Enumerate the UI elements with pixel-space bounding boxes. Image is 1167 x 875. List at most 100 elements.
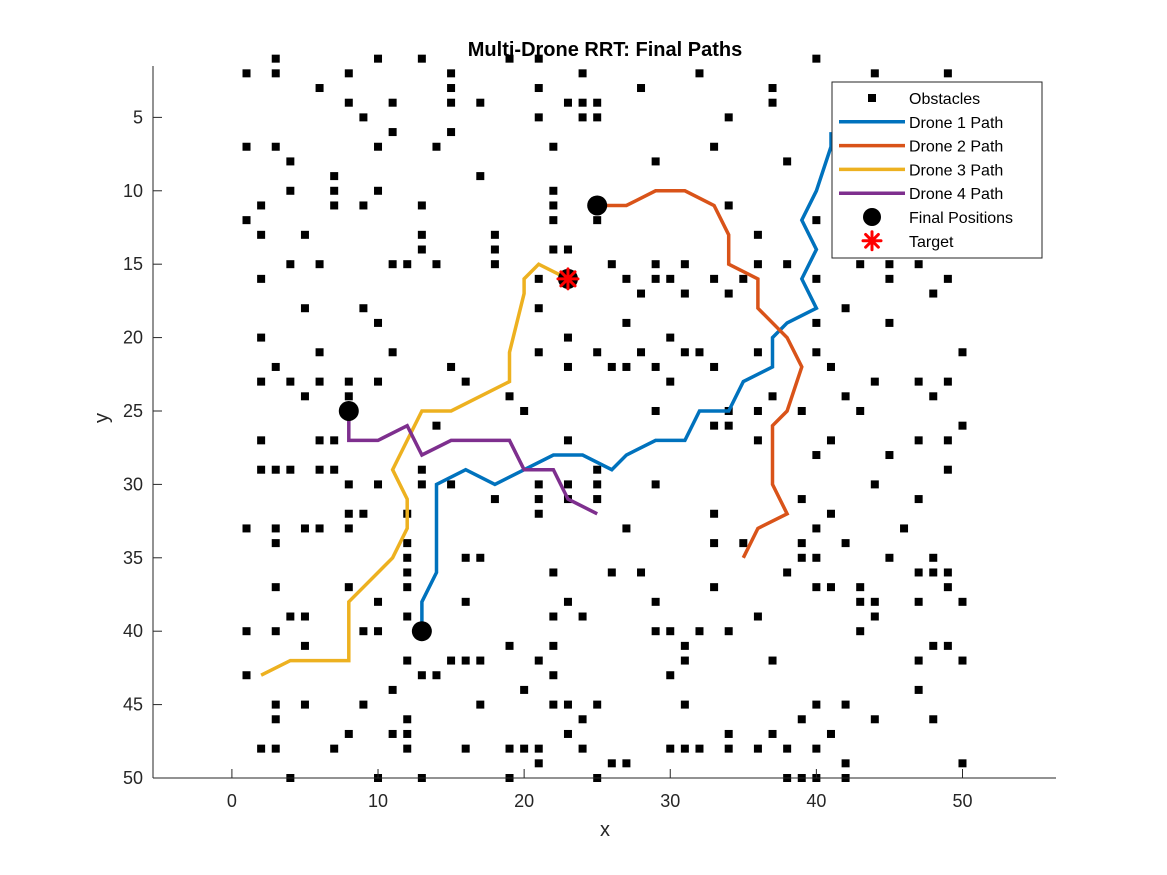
obstacle-marker xyxy=(797,406,806,415)
obstacle-marker xyxy=(943,641,952,650)
obstacle-marker xyxy=(943,274,952,283)
obstacle-marker xyxy=(885,260,894,269)
obstacle-marker xyxy=(476,656,485,665)
obstacle-marker xyxy=(724,627,733,636)
obstacle-marker xyxy=(870,612,879,621)
obstacle-marker xyxy=(812,54,821,63)
obstacle-marker xyxy=(359,700,368,709)
obstacle-marker xyxy=(651,260,660,269)
y-tick-label: 40 xyxy=(123,621,143,641)
obstacle-marker xyxy=(739,539,748,548)
obstacle-marker xyxy=(549,142,558,151)
obstacle-marker xyxy=(607,260,616,269)
obstacle-marker xyxy=(257,333,266,342)
y-tick-label: 10 xyxy=(123,181,143,201)
obstacle-marker xyxy=(286,465,295,474)
obstacle-marker xyxy=(724,201,733,210)
obstacle-marker xyxy=(578,744,587,753)
obstacle-marker xyxy=(695,627,704,636)
obstacle-marker xyxy=(344,583,353,592)
obstacle-marker xyxy=(417,245,426,254)
obstacle-marker xyxy=(783,260,792,269)
y-tick-label: 25 xyxy=(123,401,143,421)
drone-2-path-line xyxy=(597,189,804,559)
obstacle-marker xyxy=(578,715,587,724)
obstacle-marker xyxy=(300,304,309,313)
obstacle-marker xyxy=(593,480,602,489)
obstacle-marker xyxy=(651,480,660,489)
obstacle-marker xyxy=(768,729,777,738)
obstacle-marker xyxy=(271,539,280,548)
obstacle-marker xyxy=(856,260,865,269)
obstacle-marker xyxy=(695,348,704,357)
obstacle-marker xyxy=(388,348,397,357)
obstacle-marker xyxy=(432,671,441,680)
obstacle-marker xyxy=(432,142,441,151)
obstacle-marker xyxy=(637,289,646,298)
obstacle-marker xyxy=(403,729,412,738)
y-tick-label: 20 xyxy=(123,328,143,348)
obstacle-marker xyxy=(841,759,850,768)
obstacle-marker xyxy=(257,465,266,474)
obstacle-marker xyxy=(593,700,602,709)
obstacle-marker xyxy=(753,348,762,357)
obstacle-marker xyxy=(490,260,499,269)
obstacle-marker xyxy=(563,98,572,107)
y-tick-label: 45 xyxy=(123,695,143,715)
obstacle-marker xyxy=(885,274,894,283)
obstacle-marker xyxy=(929,289,938,298)
obstacle-marker xyxy=(783,568,792,577)
obstacle-marker xyxy=(637,568,646,577)
obstacle-marker xyxy=(330,465,339,474)
obstacle-marker xyxy=(870,597,879,606)
obstacle-marker xyxy=(271,627,280,636)
obstacle-marker xyxy=(812,274,821,283)
obstacle-marker xyxy=(666,627,675,636)
obstacle-marker xyxy=(534,113,543,122)
obstacle-marker xyxy=(242,671,251,680)
obstacle-marker xyxy=(680,744,689,753)
obstacle-marker xyxy=(549,671,558,680)
obstacle-marker xyxy=(417,54,426,63)
x-tick-label: 0 xyxy=(227,791,237,811)
final-position-marker xyxy=(587,195,608,216)
x-tick-label: 20 xyxy=(514,791,534,811)
obstacle-marker xyxy=(461,597,470,606)
obstacle-marker xyxy=(724,744,733,753)
obstacle-marker xyxy=(315,260,324,269)
obstacle-marker xyxy=(315,524,324,533)
obstacle-marker xyxy=(680,260,689,269)
obstacle-marker xyxy=(958,348,967,357)
obstacle-marker xyxy=(534,744,543,753)
obstacle-marker xyxy=(417,230,426,239)
obstacle-marker xyxy=(257,201,266,210)
obstacle-marker xyxy=(447,480,456,489)
obstacle-marker xyxy=(637,348,646,357)
legend-swatch-obstacles xyxy=(868,94,876,102)
obstacle-marker xyxy=(447,362,456,371)
obstacle-marker xyxy=(242,524,251,533)
obstacle-marker xyxy=(943,377,952,386)
legend-label-drone-2-path: Drone 2 Path xyxy=(909,139,1003,156)
drone-3-path-line xyxy=(260,262,569,677)
obstacle-marker xyxy=(549,641,558,650)
obstacle-marker xyxy=(651,627,660,636)
obstacle-marker xyxy=(710,583,719,592)
drone-1-path-line xyxy=(420,132,833,632)
obstacle-marker xyxy=(374,142,383,151)
obstacle-marker xyxy=(374,54,383,63)
obstacle-marker xyxy=(520,406,529,415)
obstacle-marker xyxy=(374,318,383,327)
obstacle-marker xyxy=(359,509,368,518)
path-layer xyxy=(260,132,833,677)
obstacle-marker xyxy=(724,289,733,298)
obstacle-marker xyxy=(447,69,456,78)
obstacle-marker xyxy=(534,54,543,63)
obstacle-marker xyxy=(870,480,879,489)
obstacle-marker xyxy=(593,113,602,122)
obstacle-marker xyxy=(943,436,952,445)
obstacle-marker xyxy=(666,333,675,342)
obstacle-marker xyxy=(344,729,353,738)
obstacle-marker xyxy=(417,201,426,210)
obstacle-marker xyxy=(680,656,689,665)
